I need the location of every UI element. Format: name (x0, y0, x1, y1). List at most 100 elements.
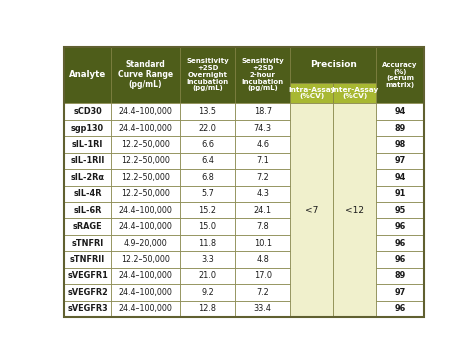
Text: sTNFRI: sTNFRI (71, 239, 104, 248)
Bar (235, 46, 290, 103)
Bar (111, 103, 180, 120)
Bar (376, 235, 424, 251)
Bar (111, 136, 180, 153)
Bar (376, 301, 424, 317)
Bar (64, 120, 111, 136)
Bar (111, 185, 180, 202)
Bar (235, 219, 290, 235)
Text: sTNFRII: sTNFRII (70, 255, 105, 264)
Bar (235, 251, 290, 268)
Text: 95: 95 (394, 206, 406, 215)
Bar (111, 219, 180, 235)
Bar (180, 301, 235, 317)
Text: Analyte: Analyte (69, 71, 106, 80)
Text: 7.2: 7.2 (257, 288, 269, 297)
Bar (180, 284, 235, 301)
Bar (64, 219, 111, 235)
Text: <12: <12 (345, 206, 364, 215)
Bar (111, 202, 180, 219)
Text: 12.8: 12.8 (198, 304, 217, 313)
Text: 96: 96 (394, 222, 406, 231)
Text: 7.8: 7.8 (257, 222, 269, 231)
Bar (376, 219, 424, 235)
Bar (111, 46, 180, 103)
Bar (111, 301, 180, 317)
Text: 24.4–100,000: 24.4–100,000 (119, 271, 172, 280)
Text: 5.7: 5.7 (201, 189, 214, 198)
Bar (235, 136, 290, 153)
Bar (376, 251, 424, 268)
Bar (376, 268, 424, 284)
Bar (111, 169, 180, 185)
Bar (64, 284, 111, 301)
Bar (235, 153, 290, 169)
Text: 18.7: 18.7 (254, 107, 272, 116)
Text: 96: 96 (394, 239, 406, 248)
Bar (376, 153, 424, 169)
Bar (180, 169, 235, 185)
Bar (111, 235, 180, 251)
Text: 12.2–50,000: 12.2–50,000 (121, 173, 170, 182)
Text: sIL-1RII: sIL-1RII (70, 156, 105, 165)
Bar (180, 103, 235, 120)
Bar (235, 185, 290, 202)
Bar (235, 268, 290, 284)
Text: 24.4–100,000: 24.4–100,000 (119, 123, 172, 132)
Text: 89: 89 (394, 271, 406, 280)
Text: sIL-6R: sIL-6R (73, 206, 102, 215)
Text: 15.2: 15.2 (198, 206, 217, 215)
Bar (235, 202, 290, 219)
Text: Inter-Assay
(%CV): Inter-Assay (%CV) (331, 87, 378, 99)
Text: 24.4–100,000: 24.4–100,000 (119, 107, 172, 116)
Text: 97: 97 (394, 288, 406, 297)
Text: 6.4: 6.4 (201, 156, 214, 165)
Text: Standard
Curve Range
(pg/mL): Standard Curve Range (pg/mL) (118, 60, 173, 90)
Text: 24.4–100,000: 24.4–100,000 (119, 304, 172, 313)
Text: 12.2–50,000: 12.2–50,000 (121, 156, 170, 165)
Bar (64, 268, 111, 284)
Bar (376, 120, 424, 136)
Text: 6.6: 6.6 (201, 140, 214, 149)
Text: sVEGFR2: sVEGFR2 (67, 288, 108, 297)
Text: sgp130: sgp130 (71, 123, 104, 132)
Text: Intra-Assay
(%CV): Intra-Assay (%CV) (288, 87, 336, 99)
Text: 12.2–50,000: 12.2–50,000 (121, 140, 170, 149)
Bar (290, 103, 333, 317)
Bar (111, 284, 180, 301)
Text: 94: 94 (394, 107, 406, 116)
Bar (376, 202, 424, 219)
Text: Sensitivity
+2SD
2-hour
Incubation
(pg/mL): Sensitivity +2SD 2-hour Incubation (pg/m… (241, 58, 284, 91)
Bar (180, 251, 235, 268)
Bar (333, 103, 376, 317)
Text: 91: 91 (394, 189, 406, 198)
Bar (64, 169, 111, 185)
Bar (64, 235, 111, 251)
Bar (111, 251, 180, 268)
Text: Sensitivity
+2SD
Overnight
Incubation
(pg/mL): Sensitivity +2SD Overnight Incubation (p… (186, 58, 229, 91)
Text: 12.2–50,000: 12.2–50,000 (121, 189, 170, 198)
Bar (235, 284, 290, 301)
Text: 96: 96 (394, 304, 406, 313)
Bar (64, 202, 111, 219)
Bar (64, 301, 111, 317)
Text: 89: 89 (394, 123, 406, 132)
Text: 24.4–100,000: 24.4–100,000 (119, 206, 172, 215)
Bar (64, 136, 111, 153)
Bar (180, 235, 235, 251)
Text: 10.1: 10.1 (254, 239, 272, 248)
Bar (333, 82, 376, 103)
Text: 24.1: 24.1 (254, 206, 272, 215)
Text: 17.0: 17.0 (254, 271, 272, 280)
Bar (64, 153, 111, 169)
Bar (376, 136, 424, 153)
Bar (376, 169, 424, 185)
Bar (235, 103, 290, 120)
Bar (290, 82, 333, 103)
Bar (235, 120, 290, 136)
Bar (180, 219, 235, 235)
Bar (111, 268, 180, 284)
Bar (111, 120, 180, 136)
Text: sIL-4R: sIL-4R (73, 189, 102, 198)
Text: 24.4–100,000: 24.4–100,000 (119, 222, 172, 231)
Text: Precision: Precision (310, 60, 357, 69)
